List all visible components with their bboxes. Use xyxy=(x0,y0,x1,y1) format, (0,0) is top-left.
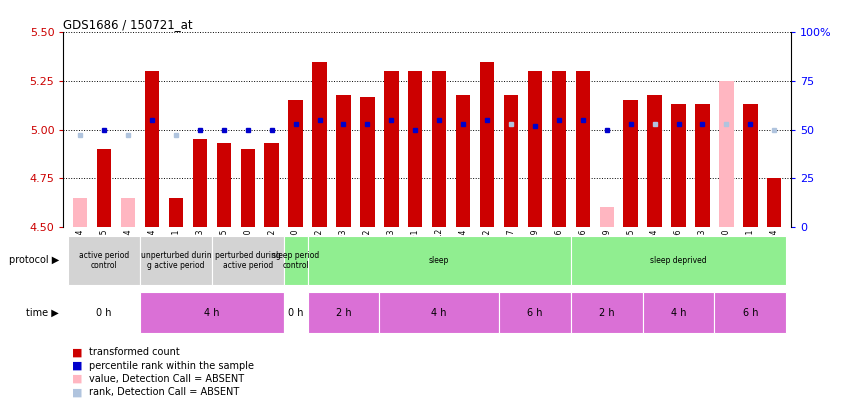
Text: unperturbed durin
g active period: unperturbed durin g active period xyxy=(140,251,212,270)
Text: 2 h: 2 h xyxy=(599,308,614,318)
Bar xyxy=(624,100,638,227)
Text: 6 h: 6 h xyxy=(527,308,542,318)
Bar xyxy=(308,292,379,333)
Bar xyxy=(552,71,566,227)
Bar xyxy=(600,207,614,227)
Text: percentile rank within the sample: percentile rank within the sample xyxy=(89,361,254,371)
Bar xyxy=(312,62,327,227)
Text: 4 h: 4 h xyxy=(671,308,686,318)
Bar xyxy=(743,104,757,227)
Bar xyxy=(168,198,183,227)
Bar xyxy=(360,96,375,227)
Text: protocol ▶: protocol ▶ xyxy=(9,255,59,265)
Bar xyxy=(504,95,518,227)
Bar xyxy=(121,198,135,227)
Text: sleep deprived: sleep deprived xyxy=(651,256,707,265)
Bar xyxy=(212,236,283,284)
Text: sleep: sleep xyxy=(429,256,449,265)
Bar xyxy=(140,236,212,284)
Text: sleep period
control: sleep period control xyxy=(272,251,319,270)
Text: ■: ■ xyxy=(72,388,82,397)
Text: 0 h: 0 h xyxy=(288,308,304,318)
Bar xyxy=(288,100,303,227)
Bar xyxy=(575,71,590,227)
Bar xyxy=(719,81,733,227)
Text: value, Detection Call = ABSENT: value, Detection Call = ABSENT xyxy=(89,374,244,384)
Text: 6 h: 6 h xyxy=(743,308,758,318)
Bar xyxy=(217,143,231,227)
Bar xyxy=(499,292,571,333)
Bar xyxy=(571,236,786,284)
Text: rank, Detection Call = ABSENT: rank, Detection Call = ABSENT xyxy=(89,388,239,397)
Bar xyxy=(480,62,494,227)
Text: 0 h: 0 h xyxy=(96,308,112,318)
Bar xyxy=(647,95,662,227)
Text: 4 h: 4 h xyxy=(431,308,447,318)
Bar xyxy=(283,292,308,333)
Text: GDS1686 / 150721_at: GDS1686 / 150721_at xyxy=(63,18,193,31)
Bar xyxy=(336,95,350,227)
Bar xyxy=(73,198,87,227)
Bar xyxy=(69,292,140,333)
Text: 2 h: 2 h xyxy=(336,308,351,318)
Bar xyxy=(193,139,207,227)
Bar xyxy=(408,71,422,227)
Bar xyxy=(308,236,571,284)
Bar xyxy=(432,71,447,227)
Bar xyxy=(283,236,308,284)
Bar xyxy=(97,149,112,227)
Bar xyxy=(240,149,255,227)
Text: 4 h: 4 h xyxy=(204,308,220,318)
Text: ■: ■ xyxy=(72,361,82,371)
Bar xyxy=(140,292,283,333)
Bar xyxy=(571,292,643,333)
Bar xyxy=(528,71,542,227)
Bar xyxy=(695,104,710,227)
Bar xyxy=(379,292,499,333)
Bar xyxy=(69,236,140,284)
Bar xyxy=(265,143,279,227)
Bar xyxy=(672,104,686,227)
Text: active period
control: active period control xyxy=(79,251,129,270)
Bar xyxy=(714,292,786,333)
Bar xyxy=(145,71,159,227)
Bar xyxy=(456,95,470,227)
Text: ■: ■ xyxy=(72,347,82,357)
Text: perturbed during
active period: perturbed during active period xyxy=(215,251,281,270)
Text: time ▶: time ▶ xyxy=(26,308,59,318)
Bar xyxy=(767,178,782,227)
Text: ■: ■ xyxy=(72,374,82,384)
Bar xyxy=(643,292,714,333)
Text: transformed count: transformed count xyxy=(89,347,179,357)
Bar xyxy=(384,71,398,227)
